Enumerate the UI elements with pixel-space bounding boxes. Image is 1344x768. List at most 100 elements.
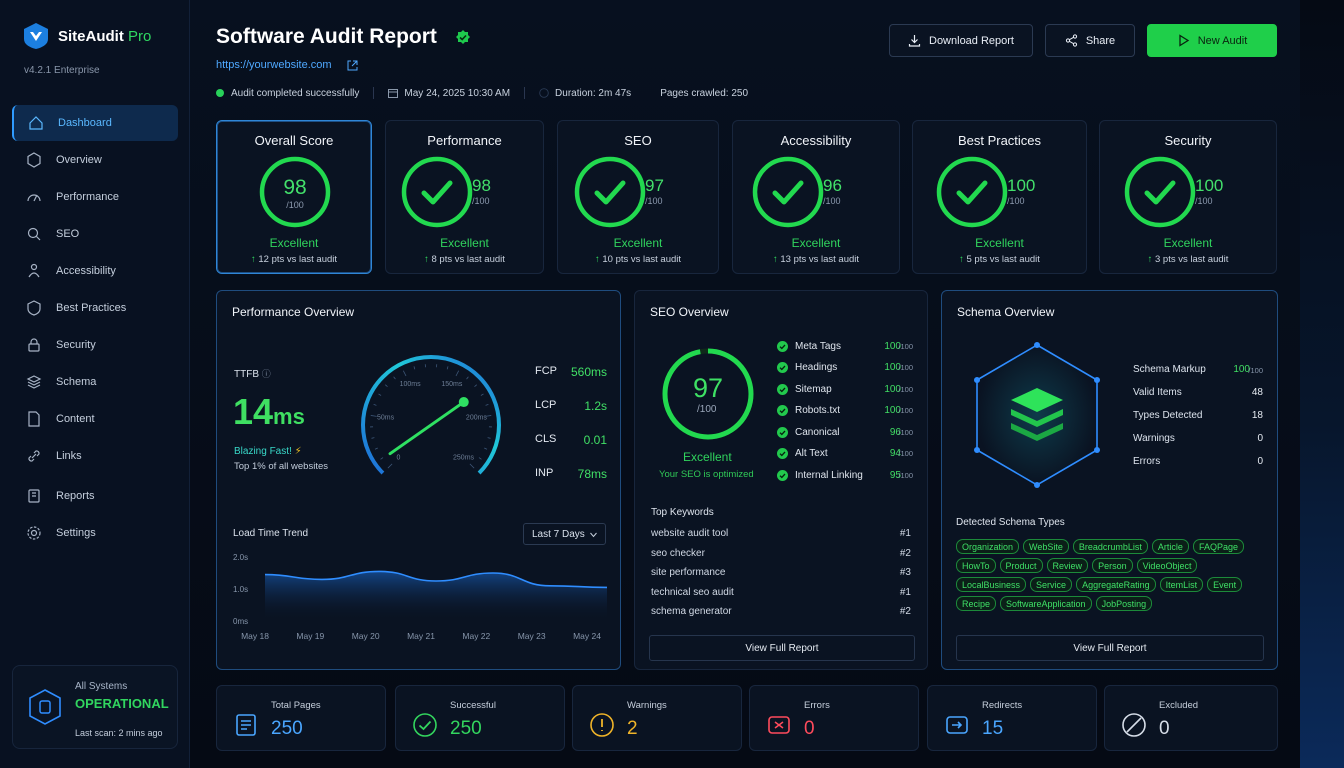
check-max: /100 (898, 384, 913, 394)
schema-type-tag[interactable]: JobPosting (1095, 596, 1153, 611)
metric-inp: INP 78ms (535, 467, 607, 481)
range-select[interactable]: Last 7 Days (523, 523, 606, 545)
sidebar-item-schema[interactable]: Schema (12, 364, 178, 400)
score-card-overall-score[interactable]: Overall Score 98/100 Excellent ↑ 12 pts vs … (216, 120, 372, 274)
stat-card-warnings[interactable]: Warnings 2 (572, 685, 742, 751)
lock-icon (28, 338, 40, 352)
schema-type-tag[interactable]: BreadcrumbList (1072, 539, 1148, 554)
sidebar-item-accessibility[interactable]: Accessibility (12, 253, 178, 289)
schema-type-tag[interactable]: LocalBusiness (956, 577, 1027, 592)
trend-line (264, 570, 608, 589)
score-label: Excellent (440, 236, 489, 250)
sidebar-nav: Dashboard Overview Performance SEO Accessibi… (12, 105, 178, 552)
schema-type-tag[interactable]: WebSite (1023, 539, 1069, 554)
check-value: 96 (889, 426, 901, 438)
schema-type-tag[interactable]: SoftwareApplication (1000, 596, 1092, 611)
schema-type-tag[interactable]: HowTo (956, 558, 996, 573)
gauge-tick-label: 250ms (453, 454, 475, 461)
gauge-tick-label: 0 (397, 454, 401, 461)
keyword-term: site performance (651, 567, 726, 578)
schema-type-tag[interactable]: Person (1092, 558, 1133, 573)
trend-area (265, 571, 607, 621)
stat-card-total-pages[interactable]: Total Pages 250 (216, 685, 386, 751)
schema-type-tag[interactable]: Event (1207, 577, 1243, 592)
external-link-icon[interactable] (347, 60, 358, 71)
metric-name: INP (535, 467, 554, 479)
check-value: 95 (889, 469, 901, 481)
keyword-term: technical seo audit (651, 586, 734, 598)
check-circle-icon (777, 405, 788, 416)
sidebar-item-links[interactable]: Links (12, 438, 178, 474)
download-report-button[interactable]: Download Report (889, 24, 1033, 57)
schema-row-value: 18 (1251, 410, 1263, 421)
sidebar-item-label: Schema (56, 376, 97, 388)
schema-type-tag[interactable]: ItemList (1159, 577, 1204, 592)
sidebar-item-seo[interactable]: SEO (12, 216, 178, 252)
panel-title: Schema Overview (957, 305, 1055, 319)
schema-type-tag[interactable]: Article (1151, 539, 1189, 554)
sidebar-item-settings[interactable]: Settings (12, 515, 178, 551)
schema-view-full-report-button[interactable]: View Full Report (956, 635, 1264, 661)
gauge-tick-label: 50ms (377, 415, 395, 422)
stat-value: 2 (627, 718, 638, 739)
schema-row-schema-markup: Schema Markup 100/100 (1133, 364, 1263, 378)
sidebar-item-security[interactable]: Security (12, 327, 178, 363)
stat-card-errors[interactable]: Errors 0 (749, 685, 919, 751)
keyword-row: site performance #3 (651, 567, 911, 578)
seo-score-value: 97 (693, 373, 724, 403)
check-circle-icon (777, 426, 788, 438)
audit-meta: Audit completed successfully May 24, 202… (216, 86, 748, 100)
score-card-seo[interactable]: SEO 97/100 Excellent ↑ 10 pts vs last audit (557, 120, 719, 274)
error-icon (768, 716, 790, 734)
document-icon (28, 411, 40, 427)
stat-value: 15 (982, 718, 1004, 739)
new-audit-button[interactable]: New Audit (1147, 24, 1277, 57)
score-card-security[interactable]: Security 100/100 Excellent ↑ 3 pts vs last … (1099, 120, 1277, 274)
score-max: /100 (286, 200, 304, 210)
stat-label: Total Pages (271, 700, 321, 711)
last-scan-label: Last scan: 2 mins ago (75, 728, 163, 738)
sidebar-item-performance[interactable]: Performance (12, 179, 178, 215)
metric-value: 560ms (570, 365, 607, 379)
schema-type-tag[interactable]: Service (1030, 577, 1073, 592)
x-tick-label: May 20 (352, 631, 380, 641)
sidebar-item-content[interactable]: Content (12, 401, 178, 437)
stat-label: Redirects (982, 700, 1023, 711)
site-url-link[interactable]: https://yourwebsite.com (216, 59, 332, 71)
share-button[interactable]: Share (1045, 24, 1135, 57)
brand-name: SiteAudit Pro (58, 27, 152, 45)
sidebar-item-overview[interactable]: Overview (12, 142, 178, 178)
schema-type-tag[interactable]: AggregateRating (1076, 577, 1156, 592)
stat-card-redirects[interactable]: Redirects 15 (927, 685, 1097, 751)
schema-row-name: Warnings (1133, 433, 1175, 444)
score-card-performance[interactable]: Performance 98/100 Excellent ↑ 8 pts vs las… (385, 120, 544, 274)
keyword-row: technical seo audit #1 (651, 587, 911, 598)
brand-logo[interactable]: SiteAudit Pro (22, 22, 151, 50)
seo-check-meta-tags: Meta Tags 100/100 (777, 339, 913, 353)
layers-icon (26, 375, 42, 389)
schema-type-tag[interactable]: VideoObject (1136, 558, 1198, 573)
score-label: Excellent (613, 236, 663, 250)
schema-type-tag[interactable]: Product (999, 558, 1043, 573)
stat-card-excluded[interactable]: Excluded 0 (1104, 685, 1278, 751)
sidebar-item-dashboard[interactable]: Dashboard (12, 105, 178, 141)
gauge-arc (361, 355, 501, 475)
sidebar-item-reports[interactable]: Reports (12, 478, 178, 514)
score-card-accessibility[interactable]: Accessibility 96/100 Excellent ↑ 13 pts vs … (732, 120, 900, 274)
x-tick-label: May 24 (573, 631, 601, 641)
score-label: Excellent (975, 236, 1024, 250)
keyword-term: website audit tool (651, 528, 729, 539)
schema-type-tag[interactable]: Review (1046, 558, 1089, 573)
schema-row-name: Schema Markup (1133, 364, 1206, 375)
sidebar-item-label: Overview (56, 154, 102, 166)
sidebar-item-best-practices[interactable]: Best Practices (12, 290, 178, 326)
seo-view-full-report-button[interactable]: View Full Report (649, 635, 915, 661)
score-card-best-practices[interactable]: Best Practices 100/100 Excellent ↑ 5 pts vs… (912, 120, 1087, 274)
seo-check-headings: Headings 100/100 (777, 361, 913, 375)
schema-type-tag[interactable]: Organization (956, 539, 1020, 554)
schema-type-tag[interactable]: Recipe (956, 596, 997, 611)
check-name: Canonical (795, 426, 840, 438)
metric-value: 1.2s (584, 399, 607, 413)
stat-card-successful[interactable]: Successful 250 (395, 685, 565, 751)
schema-type-tag[interactable]: FAQPage (1192, 539, 1244, 554)
